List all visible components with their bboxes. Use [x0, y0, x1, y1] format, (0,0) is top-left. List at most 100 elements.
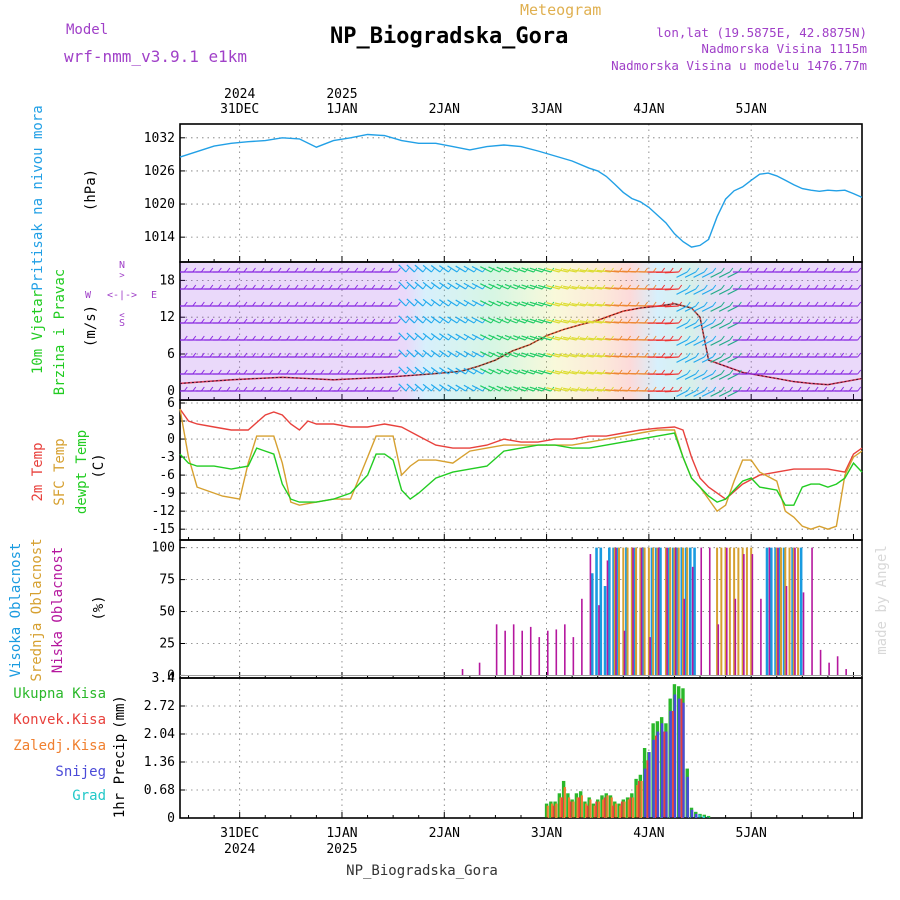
wind-barb-tick [695, 301, 700, 307]
wind-barb [676, 322, 688, 329]
wind-barb-tick [831, 352, 836, 358]
wind-barb [693, 288, 705, 295]
wind-barb-tick [235, 386, 239, 392]
wind-barb-tick [379, 318, 384, 324]
wind-barb-tick [286, 369, 290, 375]
wind-barb-tick [789, 284, 793, 290]
wind-barb-tick [217, 284, 222, 290]
wind-barb-tick [379, 386, 384, 392]
wind-barb [684, 271, 697, 278]
wind-barb [701, 356, 714, 363]
wind-barb [537, 335, 551, 341]
axes-layer: 1014102010261032061218630-3-6-9-12-15025… [144, 87, 863, 857]
wind-barb [693, 305, 705, 312]
y-tick-label: 100 [152, 541, 175, 556]
wind-barb-tick [661, 386, 666, 392]
wind-barb-tick [729, 318, 734, 324]
wind-barb [414, 315, 424, 324]
wind-barb-tick [286, 352, 290, 358]
wind-barb-tick [252, 301, 256, 307]
wind-barb-tick [669, 284, 674, 290]
wind-barb [579, 354, 594, 358]
wind-barb-tick [354, 369, 359, 375]
wind-barb [430, 349, 441, 358]
wind-barb [463, 384, 475, 392]
wind-barb [718, 288, 731, 295]
wind-barb [701, 288, 714, 295]
wind-barb-tick [814, 301, 819, 307]
convective-rain-bar [561, 797, 564, 818]
wind-barb-tick [823, 369, 828, 375]
wind-barb-tick [337, 284, 342, 290]
wind-barb [701, 373, 714, 380]
wind-barb-tick [584, 369, 589, 375]
wind-barb [571, 370, 586, 375]
cloud-unit: (%) [91, 595, 107, 620]
wind-barb-tick [576, 267, 580, 273]
wind-barb-tick [362, 301, 367, 307]
wind-barb-tick [303, 369, 308, 375]
wind-barb [676, 356, 688, 363]
wind-barb-tick [831, 318, 836, 324]
wind-barb-tick [345, 335, 350, 341]
wind-barb [480, 300, 492, 307]
wind-barb [664, 288, 679, 291]
wind-barb [422, 281, 432, 290]
wind-barb [398, 264, 407, 273]
wind-field [180, 263, 862, 400]
wind-barb-tick [686, 352, 691, 358]
wind-barb [588, 388, 603, 392]
wind-barb-tick [806, 335, 810, 341]
wind-barb [455, 384, 466, 392]
wind-barb [579, 371, 594, 375]
total-rain-bar [570, 799, 574, 818]
wind-barb-tick [840, 284, 845, 290]
convective-rain-bar [612, 805, 615, 818]
wind-barb [710, 356, 722, 363]
wind-barb [546, 353, 560, 358]
freezing-rain-bar [627, 799, 630, 818]
wind-ylabel-1: 10m Vjetar [30, 290, 46, 374]
freezing-rain-bar [597, 801, 601, 818]
wind-barb-tick [371, 369, 376, 375]
graupel-bar [702, 815, 705, 818]
wind-barb [596, 354, 611, 358]
wind-barb-tick [746, 386, 751, 392]
wind-barb-tick [345, 386, 350, 392]
wind-barb-tick [414, 386, 418, 392]
total-rain-bar [608, 795, 613, 818]
wind-barb-tick [422, 267, 427, 273]
wind-barb-tick [661, 335, 666, 341]
wind-barb-tick [857, 318, 862, 324]
wind-barb [521, 369, 534, 375]
altitude-label: Nadmorska Visina 1115m [701, 41, 867, 56]
wind-barb [710, 390, 722, 397]
wind-barb-tick [379, 335, 384, 341]
freezing-rain-bar [563, 787, 566, 818]
y-tick-label: -6 [159, 468, 175, 483]
wind-barb-tick [831, 267, 836, 273]
wind-barb-tick [823, 335, 828, 341]
wind-barb-tick [320, 386, 325, 392]
wind-barb [684, 373, 697, 380]
wind-barb [554, 319, 569, 324]
wind-barb-tick [294, 318, 299, 324]
wind-barb [563, 387, 577, 392]
wind-barb-tick [840, 352, 845, 358]
wind-barb [693, 271, 705, 278]
wind-barb-tick [303, 318, 308, 324]
wind-barb [398, 315, 407, 324]
wind-barb [529, 352, 543, 358]
wind-barb-tick [669, 318, 674, 324]
wind-barb [447, 384, 458, 392]
wind-barb-tick [737, 301, 742, 307]
wind-barb-tick [396, 386, 401, 392]
wind-barb-tick [405, 301, 410, 307]
wind-barb-tick [499, 301, 504, 307]
wind-barb-tick [729, 369, 734, 375]
wind-barb-tick [763, 267, 768, 273]
y-tick-label: -15 [152, 522, 175, 537]
wind-barb [571, 285, 586, 290]
wind-barb [504, 334, 517, 341]
wind-barb-tick [226, 301, 231, 307]
